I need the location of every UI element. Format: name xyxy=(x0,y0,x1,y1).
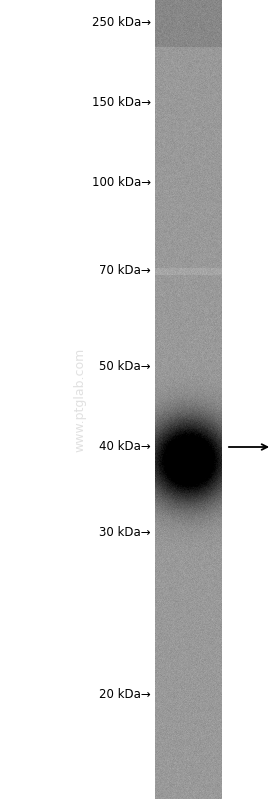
Text: 40 kDa→: 40 kDa→ xyxy=(99,440,151,454)
Text: 100 kDa→: 100 kDa→ xyxy=(92,177,151,189)
Text: www.ptglab.com: www.ptglab.com xyxy=(73,348,87,451)
Text: 150 kDa→: 150 kDa→ xyxy=(92,97,151,109)
Text: 30 kDa→: 30 kDa→ xyxy=(99,526,151,539)
Text: 70 kDa→: 70 kDa→ xyxy=(99,264,151,277)
Text: 20 kDa→: 20 kDa→ xyxy=(99,687,151,701)
Text: 50 kDa→: 50 kDa→ xyxy=(99,360,151,372)
Text: 250 kDa→: 250 kDa→ xyxy=(92,15,151,29)
